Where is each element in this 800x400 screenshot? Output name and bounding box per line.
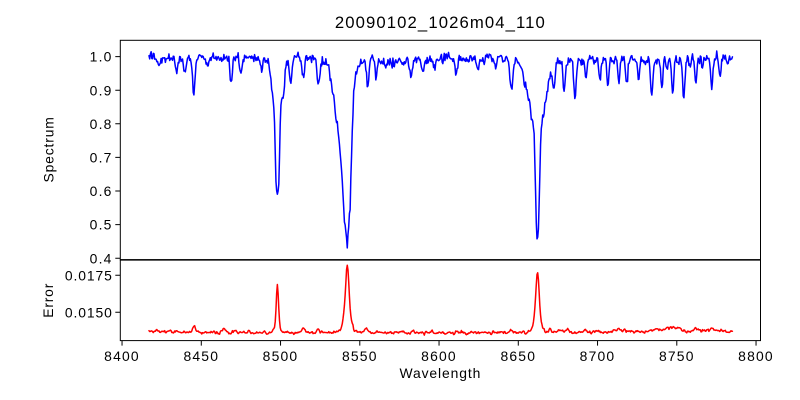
svg-text:0.7: 0.7 — [90, 150, 113, 166]
svg-text:8700: 8700 — [580, 348, 616, 364]
svg-text:0.6: 0.6 — [90, 183, 113, 199]
svg-text:8650: 8650 — [500, 348, 536, 364]
svg-text:8600: 8600 — [421, 348, 457, 364]
svg-text:8500: 8500 — [263, 348, 299, 364]
svg-text:0.8: 0.8 — [90, 116, 113, 132]
svg-text:0.0175: 0.0175 — [65, 267, 113, 283]
svg-text:8800: 8800 — [738, 348, 774, 364]
svg-text:20090102_1026m04_110: 20090102_1026m04_110 — [335, 13, 546, 32]
svg-text:0.5: 0.5 — [90, 217, 113, 233]
svg-text:0.9: 0.9 — [90, 82, 113, 98]
svg-text:1.0: 1.0 — [90, 49, 113, 65]
svg-text:8450: 8450 — [183, 348, 219, 364]
svg-text:Error: Error — [40, 283, 56, 318]
svg-text:Wavelength: Wavelength — [399, 365, 481, 381]
svg-text:0.0150: 0.0150 — [65, 304, 113, 320]
svg-text:8400: 8400 — [104, 348, 140, 364]
svg-text:Spectrum: Spectrum — [40, 116, 56, 182]
svg-text:8550: 8550 — [342, 348, 378, 364]
svg-text:0.4: 0.4 — [90, 250, 113, 266]
svg-text:8750: 8750 — [659, 348, 695, 364]
